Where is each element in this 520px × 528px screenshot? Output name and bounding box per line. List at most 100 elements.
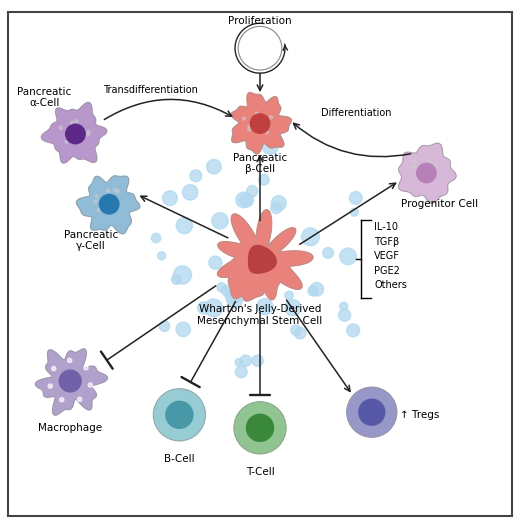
Text: Pancreatic
β-Cell: Pancreatic β-Cell — [233, 153, 287, 174]
Circle shape — [198, 301, 210, 314]
Circle shape — [107, 189, 110, 192]
Circle shape — [236, 366, 247, 378]
Circle shape — [323, 248, 333, 258]
Circle shape — [255, 112, 258, 115]
Circle shape — [340, 248, 356, 265]
Circle shape — [347, 324, 360, 337]
Circle shape — [242, 117, 245, 120]
Circle shape — [350, 208, 358, 216]
Circle shape — [248, 128, 251, 131]
Circle shape — [258, 175, 269, 185]
Text: Wharton's Jelly-Derived
Mesenchymal Stem Cell: Wharton's Jelly-Derived Mesenchymal Stem… — [198, 304, 322, 326]
Circle shape — [221, 285, 231, 296]
Circle shape — [159, 321, 170, 332]
Circle shape — [190, 170, 202, 182]
Circle shape — [271, 196, 287, 211]
Circle shape — [248, 125, 251, 128]
Circle shape — [409, 177, 412, 181]
Circle shape — [209, 256, 222, 269]
Circle shape — [234, 402, 286, 454]
Text: Pancreatic
α-Cell: Pancreatic α-Cell — [17, 87, 71, 108]
Circle shape — [227, 293, 242, 308]
Circle shape — [347, 387, 397, 437]
Circle shape — [88, 383, 93, 387]
Circle shape — [262, 138, 278, 154]
Circle shape — [225, 287, 241, 304]
Circle shape — [246, 414, 274, 441]
Circle shape — [205, 299, 223, 317]
Circle shape — [59, 126, 62, 129]
Text: Progenitor Cell: Progenitor Cell — [401, 199, 478, 209]
Text: Pancreatic
γ-Cell: Pancreatic γ-Cell — [64, 230, 118, 251]
Circle shape — [94, 200, 97, 203]
Circle shape — [238, 26, 282, 70]
Circle shape — [176, 322, 190, 337]
Circle shape — [434, 164, 437, 167]
Circle shape — [153, 389, 205, 441]
Circle shape — [285, 291, 293, 299]
Circle shape — [294, 327, 306, 339]
Circle shape — [60, 398, 64, 402]
Circle shape — [183, 185, 198, 200]
Circle shape — [340, 302, 348, 310]
Circle shape — [217, 282, 226, 292]
Circle shape — [99, 194, 119, 214]
Text: Differentiation: Differentiation — [321, 108, 392, 118]
Circle shape — [413, 159, 416, 162]
Circle shape — [250, 114, 270, 134]
Text: B-Cell: B-Cell — [164, 454, 194, 464]
Circle shape — [246, 185, 258, 197]
Circle shape — [302, 228, 319, 246]
Circle shape — [151, 233, 161, 243]
Circle shape — [87, 130, 90, 134]
Polygon shape — [217, 210, 313, 301]
Circle shape — [66, 124, 85, 144]
Polygon shape — [249, 246, 276, 273]
Circle shape — [308, 286, 318, 296]
Circle shape — [172, 275, 181, 285]
Text: T-Cell: T-Cell — [245, 467, 275, 477]
Circle shape — [163, 191, 177, 205]
Circle shape — [51, 366, 56, 371]
Circle shape — [310, 282, 323, 296]
Circle shape — [240, 355, 251, 366]
Text: ↑ Tregs: ↑ Tregs — [400, 410, 440, 420]
Polygon shape — [35, 349, 108, 415]
Circle shape — [271, 203, 282, 213]
Circle shape — [71, 121, 74, 125]
Circle shape — [359, 399, 385, 425]
Circle shape — [97, 209, 100, 212]
Circle shape — [173, 266, 191, 284]
Circle shape — [236, 192, 252, 208]
Circle shape — [176, 218, 192, 234]
Text: Transdifferentiation: Transdifferentiation — [103, 85, 198, 95]
Circle shape — [158, 252, 166, 260]
Circle shape — [77, 397, 82, 401]
Circle shape — [417, 163, 436, 183]
Circle shape — [212, 213, 228, 229]
Circle shape — [95, 194, 98, 198]
Circle shape — [166, 401, 193, 428]
Circle shape — [240, 193, 254, 207]
Circle shape — [428, 159, 432, 163]
Polygon shape — [76, 176, 140, 234]
Circle shape — [252, 355, 263, 366]
Polygon shape — [42, 102, 107, 163]
Circle shape — [48, 384, 53, 388]
Circle shape — [257, 298, 273, 315]
Circle shape — [291, 325, 301, 335]
Circle shape — [265, 130, 269, 134]
Circle shape — [339, 309, 350, 321]
Text: Macrophage: Macrophage — [38, 423, 102, 433]
Circle shape — [65, 140, 68, 143]
Circle shape — [84, 365, 88, 370]
Circle shape — [116, 190, 119, 193]
Text: Proliferation: Proliferation — [228, 16, 292, 26]
Circle shape — [59, 370, 81, 392]
Circle shape — [285, 300, 301, 316]
Circle shape — [235, 359, 243, 366]
Circle shape — [75, 119, 78, 123]
Circle shape — [86, 133, 89, 136]
Circle shape — [410, 166, 413, 169]
FancyBboxPatch shape — [8, 12, 512, 516]
